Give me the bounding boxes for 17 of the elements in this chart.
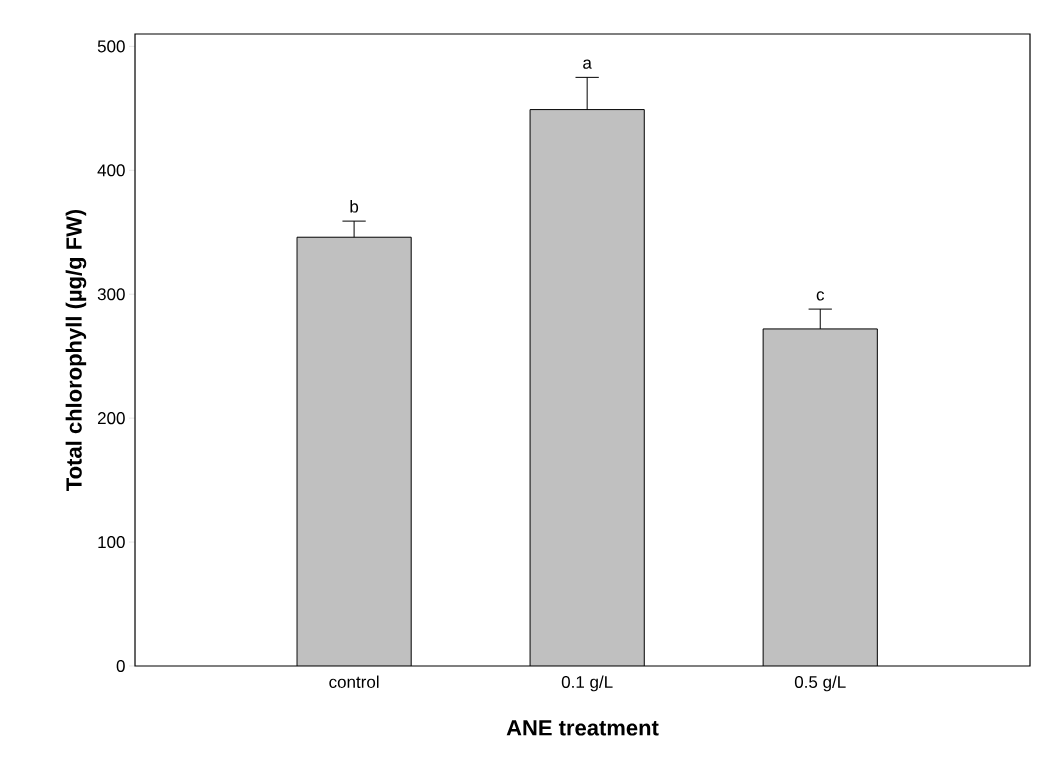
x-tick-label: 0.5 g/L	[794, 675, 846, 692]
x-axis-title: ANE treatment	[506, 720, 659, 736]
y-axis-title: Total chlorophyll (µg/g FW)	[65, 209, 87, 491]
x-tick-label: control	[329, 675, 379, 689]
annotation: b	[350, 200, 359, 213]
x-tick-label: 0.1 g/L	[561, 675, 613, 692]
y-tick-label: 200	[97, 412, 125, 425]
y-tick-label: 0	[116, 659, 125, 673]
bar	[529, 109, 645, 666]
annotation: c	[816, 291, 825, 301]
bar	[296, 236, 412, 666]
bar	[762, 328, 878, 666]
y-tick-label: 100	[98, 536, 125, 549]
y-tick-label: 500	[97, 40, 125, 53]
annotation: a	[583, 59, 592, 69]
y-tick-label: 300	[97, 288, 125, 301]
y-tick-label: 400	[97, 164, 125, 177]
